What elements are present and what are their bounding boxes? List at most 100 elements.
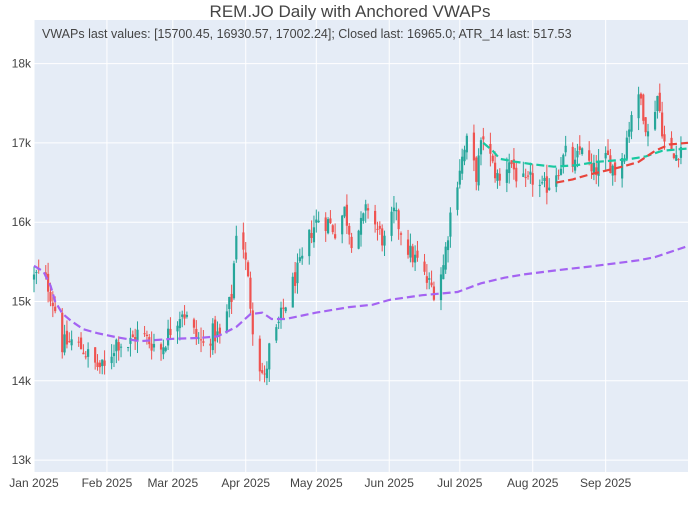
candle-body xyxy=(115,339,118,352)
candle-body xyxy=(414,254,417,263)
candle-body xyxy=(195,328,198,337)
candle-body xyxy=(282,307,285,309)
candle-body xyxy=(54,306,57,312)
candle-body xyxy=(87,349,90,357)
candle-body xyxy=(423,261,426,272)
candle-body xyxy=(463,149,466,162)
chart-title: REM.JO Daily with Anchored VWAPs xyxy=(210,2,491,21)
y-tick-label: 15k xyxy=(12,295,32,309)
candle-body xyxy=(96,362,99,367)
candle-body xyxy=(606,150,610,155)
candle-body xyxy=(296,262,299,284)
candle-body xyxy=(251,310,254,335)
candle-body xyxy=(508,162,511,174)
x-tick-label: Aug 2025 xyxy=(507,476,559,490)
candle-body xyxy=(597,160,600,176)
candle-body xyxy=(374,210,377,225)
candle-body xyxy=(103,360,106,366)
candle-body xyxy=(169,328,172,336)
candle-body xyxy=(129,337,132,344)
x-tick-label: Jun 2025 xyxy=(365,476,415,490)
candle-body xyxy=(661,112,664,137)
candle-body xyxy=(228,297,231,310)
candle-body xyxy=(409,245,412,258)
candle-body xyxy=(291,276,294,308)
candle-body xyxy=(150,343,153,351)
candle-body xyxy=(505,169,508,183)
candle-body xyxy=(329,218,332,223)
candle-body xyxy=(166,328,170,346)
candle-body xyxy=(472,132,476,161)
candle-body xyxy=(477,155,480,186)
candle-body xyxy=(162,347,165,355)
candle-body xyxy=(621,158,624,179)
candle-body xyxy=(308,229,311,257)
candle-body xyxy=(284,307,287,312)
candle-body xyxy=(202,341,205,343)
candle-body xyxy=(350,236,353,249)
candle-body xyxy=(491,155,494,162)
candle-body xyxy=(51,302,54,307)
candle-body xyxy=(261,370,264,373)
x-tick-label: Sep 2025 xyxy=(580,476,632,490)
candle-body xyxy=(592,162,595,175)
candle-body xyxy=(127,346,130,348)
vwap-line-purple xyxy=(33,244,689,343)
x-tick-label: May 2025 xyxy=(290,476,343,490)
candle-layer xyxy=(32,83,683,386)
candle-body xyxy=(68,341,71,343)
candle-body xyxy=(268,343,271,370)
candle-body xyxy=(531,173,534,185)
candle-body xyxy=(326,219,330,234)
candle-body xyxy=(392,207,396,212)
candle-body xyxy=(197,337,200,339)
candle-body xyxy=(590,162,593,172)
x-tick-label: Jan 2025 xyxy=(9,476,59,490)
candle-body xyxy=(312,227,316,243)
candle-body xyxy=(383,235,386,246)
candle-body xyxy=(183,314,186,319)
candle-body xyxy=(359,217,363,235)
y-tick-label: 14k xyxy=(12,374,32,388)
candle-body xyxy=(526,175,530,177)
candle-body xyxy=(639,93,643,99)
candle-body xyxy=(310,232,313,238)
candle-body xyxy=(548,187,551,191)
candle-body xyxy=(185,314,189,317)
candle-body xyxy=(510,160,513,165)
candle-body xyxy=(244,252,247,260)
candle-body xyxy=(331,225,334,233)
candle-body xyxy=(543,177,546,181)
candle-body xyxy=(378,225,381,229)
candle-body xyxy=(653,112,657,130)
candle-body xyxy=(214,319,217,342)
candle-body xyxy=(345,204,348,226)
candle-body xyxy=(112,353,116,357)
candle-body xyxy=(628,129,631,137)
candle-body xyxy=(604,152,607,159)
candle-body xyxy=(428,278,431,280)
candle-body xyxy=(265,368,268,379)
candle-body xyxy=(656,96,659,112)
candle-body xyxy=(249,277,252,309)
candle-body xyxy=(77,341,80,343)
candle-body xyxy=(588,150,591,161)
candle-body xyxy=(209,343,212,346)
candle-body xyxy=(279,307,283,321)
candle-body xyxy=(32,274,36,280)
candle-body xyxy=(515,167,518,182)
candle-body xyxy=(362,213,365,221)
candle-body xyxy=(482,136,485,140)
candle-body xyxy=(35,272,38,274)
chart-annotation: VWAPs last values: [15700.45, 16930.57, … xyxy=(42,27,572,41)
candle-body xyxy=(341,215,344,235)
candle-body xyxy=(578,146,581,151)
candle-body xyxy=(406,239,410,255)
candle-body xyxy=(315,219,318,223)
candle-body xyxy=(159,344,163,350)
candle-body xyxy=(242,232,245,250)
candle-body xyxy=(216,331,219,337)
candle-body xyxy=(49,291,52,302)
candle-body xyxy=(366,208,370,211)
